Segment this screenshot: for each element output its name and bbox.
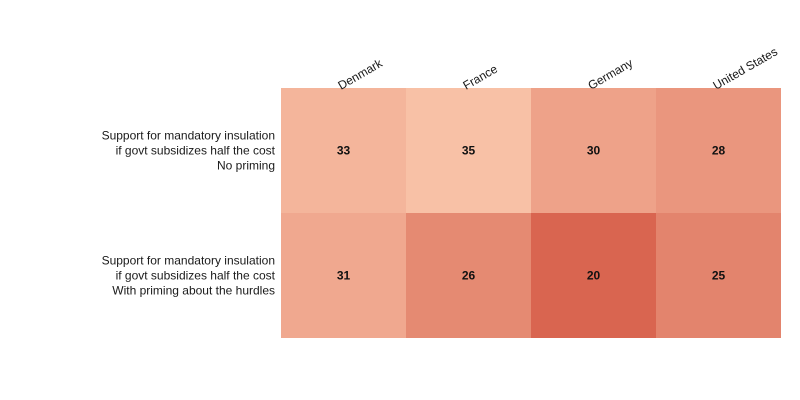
heatmap-cell-r2-denmark <box>281 213 406 338</box>
heatmap-cell-r2-germany <box>531 213 656 338</box>
column-label-united-states: United States <box>711 44 780 92</box>
cell-value-r2-france: 26 <box>462 269 476 283</box>
heatmap-cell-r1-denmark <box>281 88 406 213</box>
heatmap-cell-r1-united-states <box>656 88 781 213</box>
cell-value-r2-united-states: 25 <box>712 269 726 283</box>
cell-value-r2-denmark: 31 <box>337 269 351 283</box>
row-label-1-line-3: No priming <box>217 159 275 173</box>
row-label-1-line-2: if govt subsidizes half the cost <box>116 144 276 158</box>
row-label-2-line-2: if govt subsidizes half the cost <box>116 269 276 283</box>
heatmap-cell-r1-france <box>406 88 531 213</box>
cell-value-r1-germany: 30 <box>587 144 601 158</box>
heatmap-cell-r1-germany <box>531 88 656 213</box>
column-label-denmark: Denmark <box>336 56 386 93</box>
row-label-1-line-1: Support for mandatory insulation <box>102 129 275 143</box>
cell-value-r1-france: 35 <box>462 144 476 158</box>
heatmap-cell-r2-france <box>406 213 531 338</box>
cells-layer <box>281 88 781 338</box>
column-label-germany: Germany <box>586 56 636 93</box>
column-labels: Denmark France Germany United States <box>336 44 780 92</box>
cell-value-r2-germany: 20 <box>587 269 601 283</box>
cell-value-r1-denmark: 33 <box>337 144 351 158</box>
row-label-2-line-1: Support for mandatory insulation <box>102 254 275 268</box>
heatmap-cell-r2-united-states <box>656 213 781 338</box>
values-layer: 33 35 30 28 31 26 20 25 <box>337 144 726 283</box>
cell-value-r1-united-states: 28 <box>712 144 726 158</box>
row-label-2-line-3: With priming about the hurdles <box>112 284 275 298</box>
column-label-france: France <box>461 62 501 93</box>
